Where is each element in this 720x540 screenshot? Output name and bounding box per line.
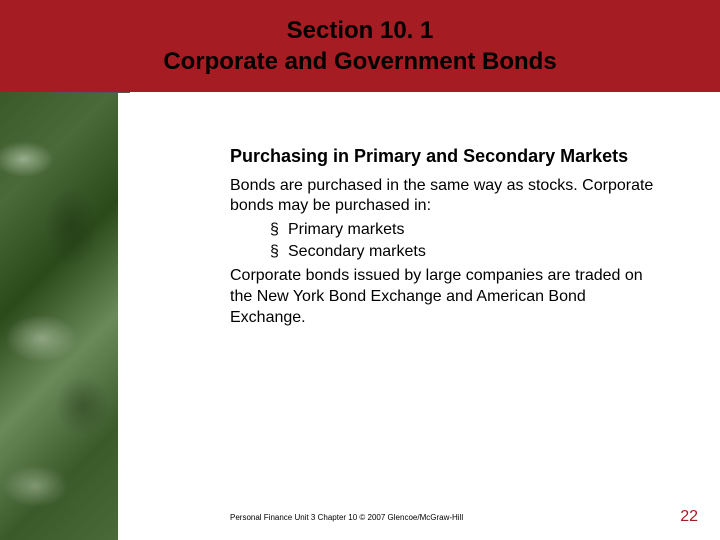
bullet-glyph-icon: § <box>270 219 288 241</box>
bullet-item: § Secondary markets <box>270 241 660 263</box>
bullet-glyph-icon: § <box>270 241 288 263</box>
bullet-text: Secondary markets <box>288 241 426 263</box>
slide-header: Section 10. 1 Corporate and Government B… <box>0 0 720 92</box>
section-number: Section 10. 1 <box>287 15 434 46</box>
sidebar-decoration <box>0 92 118 540</box>
slide-content: Purchasing in Primary and Secondary Mark… <box>230 145 660 331</box>
content-para-2: Corporate bonds issued by large companie… <box>230 266 660 328</box>
bullet-text: Primary markets <box>288 219 404 241</box>
bullet-item: § Primary markets <box>270 219 660 241</box>
section-title: Corporate and Government Bonds <box>163 46 556 77</box>
header-underline <box>50 92 130 102</box>
content-para-1: Bonds are purchased in the same way as s… <box>230 176 660 218</box>
content-subtitle: Purchasing in Primary and Secondary Mark… <box>230 145 660 168</box>
bullet-list: § Primary markets § Secondary markets <box>270 219 660 262</box>
sidebar-texture <box>0 92 118 540</box>
page-number: 22 <box>680 508 698 526</box>
slide-footer: Personal Finance Unit 3 Chapter 10 © 200… <box>230 513 463 522</box>
